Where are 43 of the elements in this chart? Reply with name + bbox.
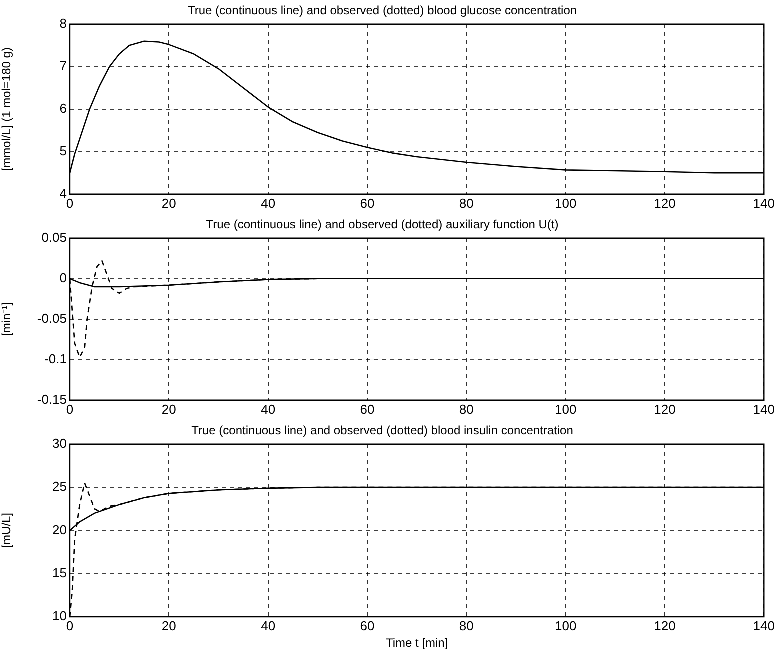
- y-tick-label: 25: [52, 479, 67, 494]
- y-tick-label: 6: [60, 100, 67, 116]
- x-axis-title: Time t [min]: [386, 636, 448, 650]
- chart-title: True (continuous line) and observed (dotted) blood glucose concentration: [188, 4, 578, 18]
- x-tick-label: 60: [360, 618, 375, 634]
- chart-title: True (continuous line) and observed (dotted) auxiliary function U(t): [206, 218, 559, 232]
- x-tick-label: 100: [554, 402, 577, 417]
- y-axis-title: [mU/L]: [0, 513, 14, 548]
- x-tick-label: 20: [162, 618, 176, 634]
- y-tick-label: 10: [52, 608, 67, 624]
- y-tick-label: 5: [60, 143, 67, 158]
- y-tick-label: 4: [60, 186, 67, 201]
- y-tick-label: 30: [52, 436, 67, 451]
- y-axis-title: [min⁻¹]: [0, 302, 14, 336]
- y-axis-title: [mmol/L] (1 mol=180 g): [0, 48, 14, 172]
- y-tick-label: 20: [52, 522, 67, 538]
- x-tick-label: 140: [753, 196, 776, 211]
- x-tick-label: 120: [654, 618, 676, 634]
- y-tick-label: 0: [60, 270, 67, 286]
- x-tick-label: 100: [554, 618, 577, 634]
- chart-title: True (continuous line) and observed (dotted) blood insulin concentration: [192, 424, 574, 438]
- x-tick-label: 60: [360, 196, 375, 211]
- x-tick-label: 140: [753, 402, 776, 417]
- y-tick-label: -0.05: [37, 310, 67, 326]
- x-tick-label: 40: [261, 402, 276, 417]
- x-tick-label: 40: [261, 618, 276, 634]
- y-tick-label: 15: [52, 565, 67, 580]
- y-tick-label: 0.05: [42, 230, 67, 245]
- y-tick-label: -0.1: [44, 351, 67, 366]
- x-tick-label: 120: [654, 402, 676, 417]
- x-tick-label: 120: [654, 196, 676, 211]
- x-tick-label: 80: [459, 618, 474, 634]
- y-tick-label: 7: [60, 58, 67, 74]
- x-tick-label: 40: [261, 196, 276, 211]
- x-tick-label: 100: [554, 196, 577, 211]
- x-tick-label: 80: [459, 402, 474, 417]
- x-tick-label: 80: [459, 196, 474, 211]
- x-tick-label: 140: [753, 618, 776, 634]
- y-tick-label: 8: [60, 16, 67, 31]
- x-tick-label: 60: [360, 402, 375, 417]
- x-tick-label: 20: [162, 402, 176, 417]
- x-tick-label: 20: [162, 196, 176, 211]
- y-tick-label: -0.15: [37, 392, 67, 407]
